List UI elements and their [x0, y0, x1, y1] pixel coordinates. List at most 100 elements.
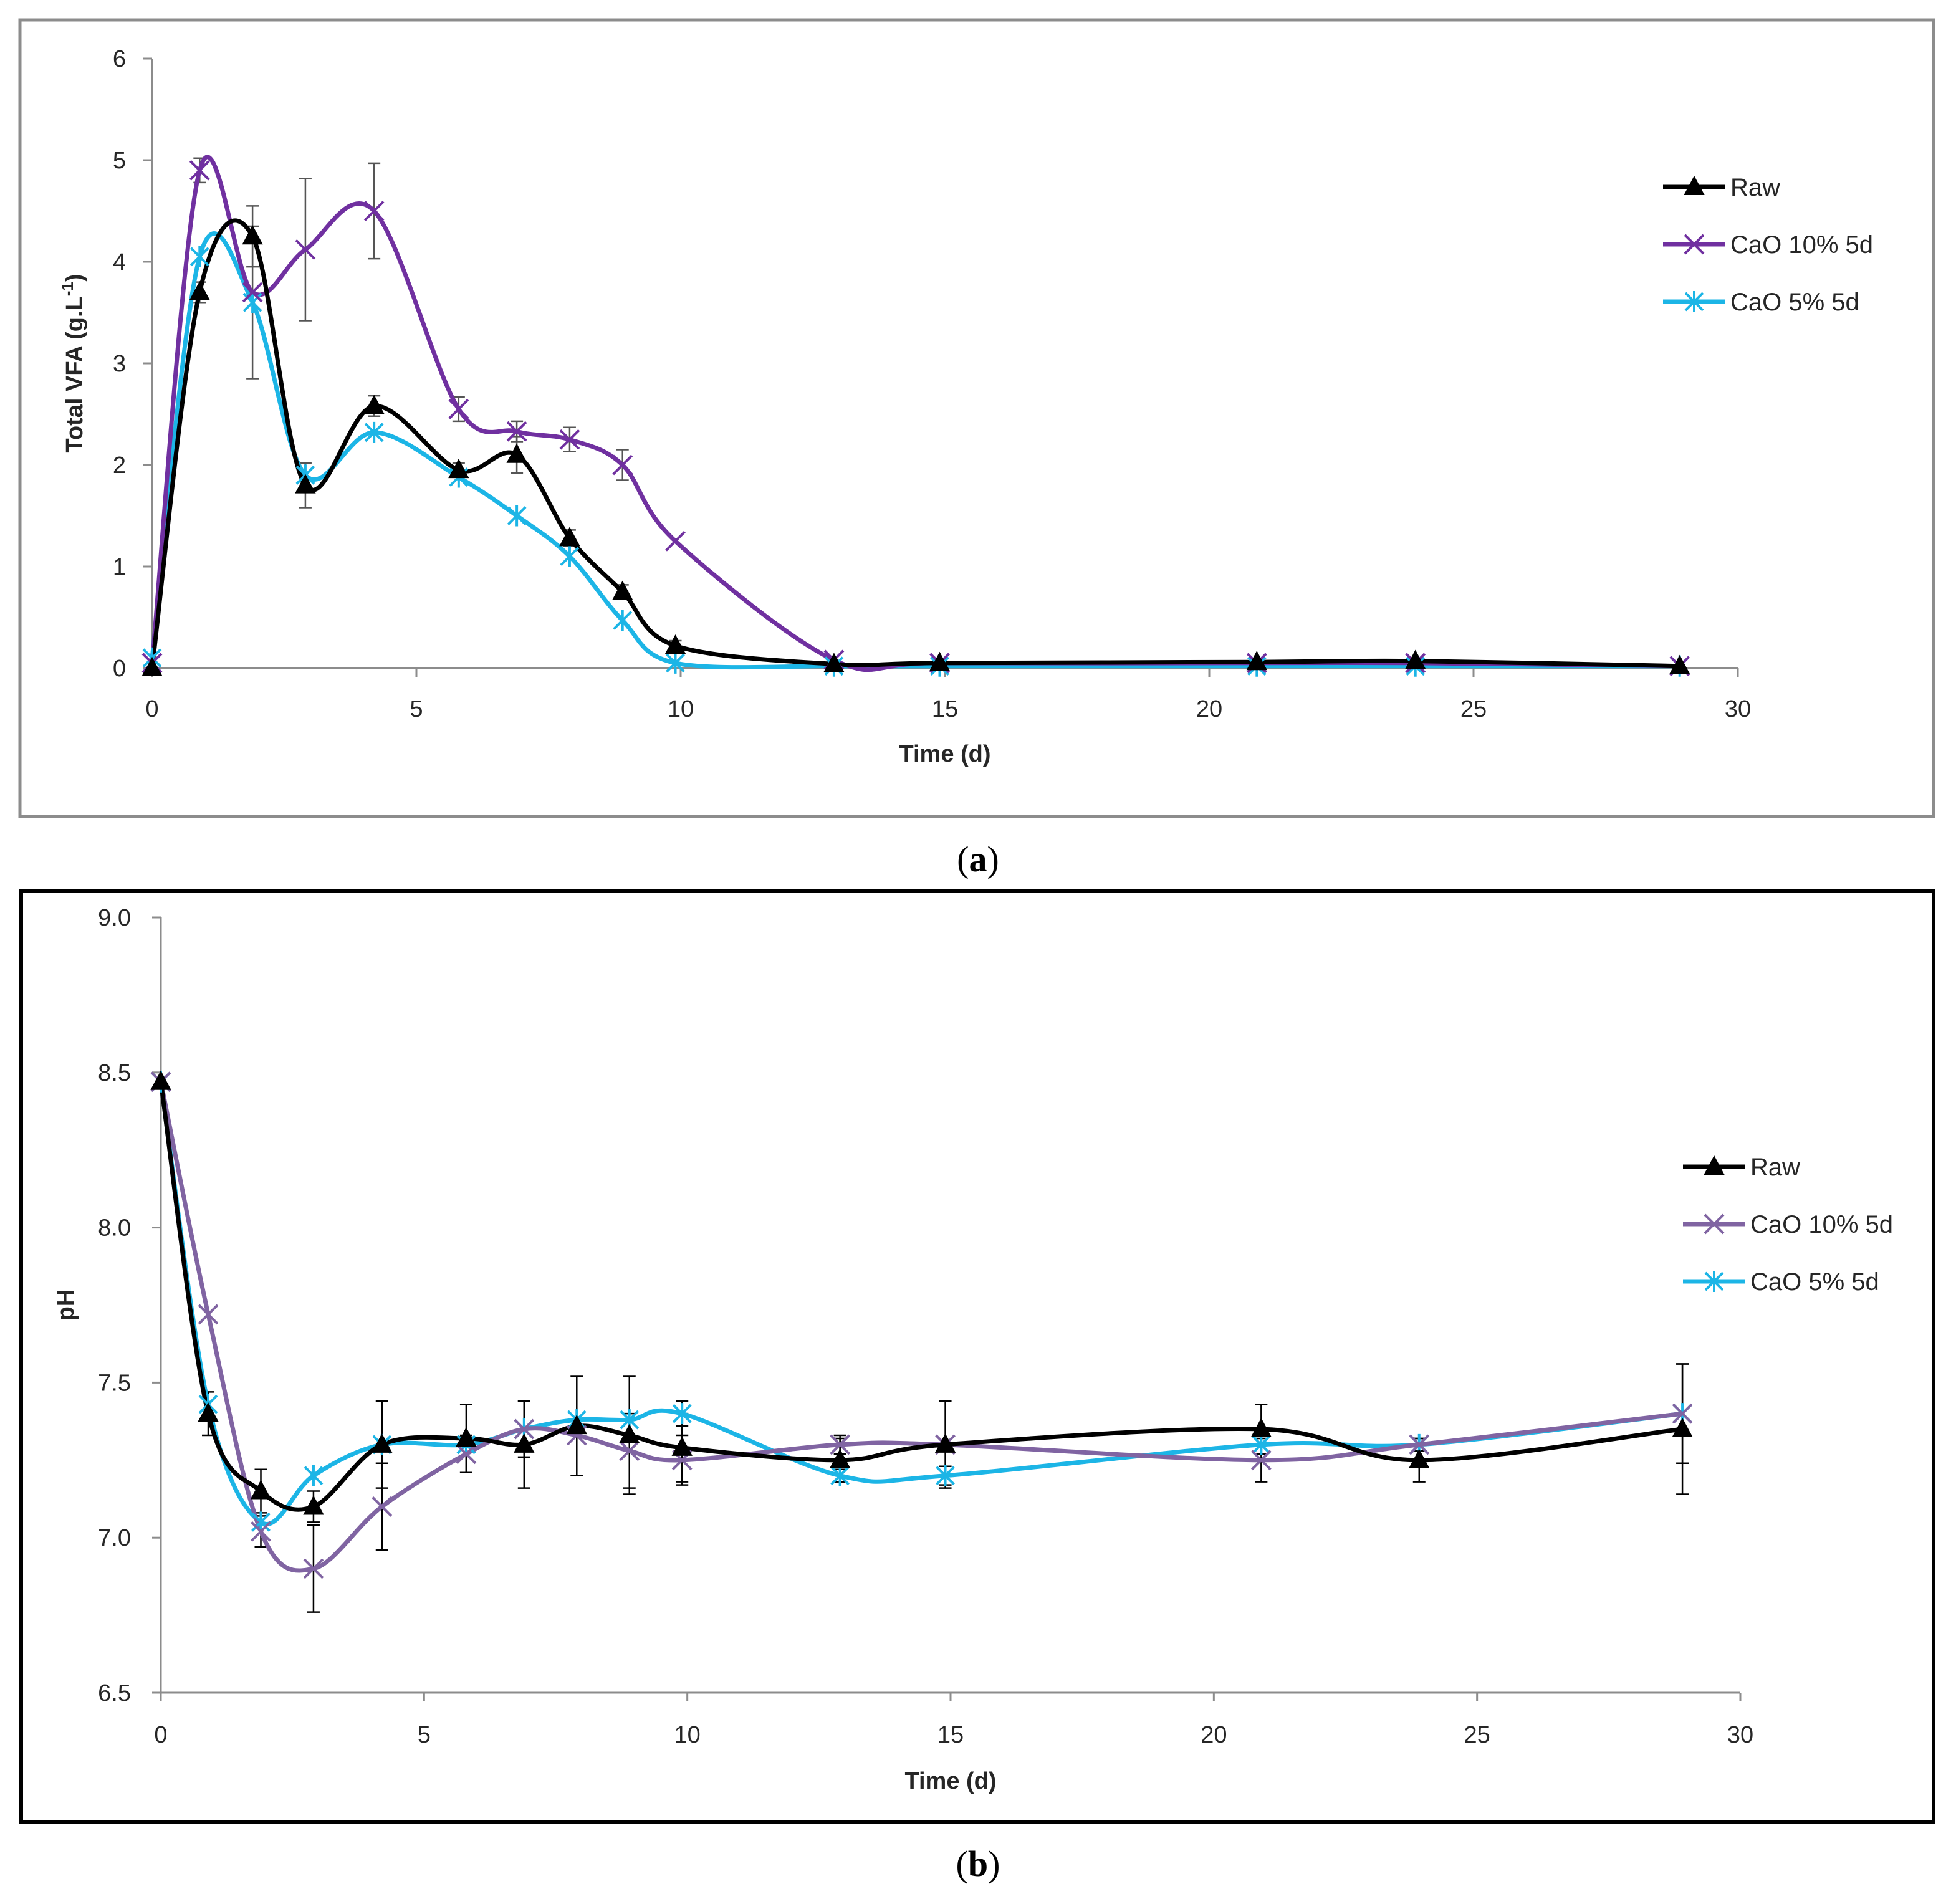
data-point — [929, 651, 951, 671]
legend-marker — [1704, 1271, 1724, 1292]
y-tick-label: 8.5 — [98, 1060, 131, 1086]
y-tick-label: 7.5 — [98, 1370, 131, 1396]
data-point — [141, 656, 163, 676]
data-point — [448, 398, 469, 419]
y-tick-label: 9.0 — [98, 905, 131, 931]
data-point — [198, 1304, 219, 1325]
data-point — [456, 1443, 477, 1465]
data-point — [189, 246, 209, 267]
panel-b-frame — [19, 889, 1935, 1824]
data-point — [251, 1521, 271, 1542]
data-point — [559, 429, 580, 450]
data-point — [560, 545, 580, 567]
data-point — [514, 1418, 535, 1440]
data-point — [372, 1433, 393, 1453]
data-point — [189, 280, 210, 300]
data-point — [250, 1480, 272, 1500]
panel-a-caption: (a) — [957, 839, 999, 879]
x-tick-label: 20 — [1201, 1722, 1227, 1748]
data-point — [506, 421, 527, 442]
data-point — [666, 652, 685, 674]
legend-item-cao-5-5d: CaO 5% 5d — [1683, 1268, 1879, 1296]
x-tick-label: 30 — [1725, 696, 1751, 722]
data-point — [1672, 1403, 1693, 1424]
data-point — [295, 474, 316, 494]
y-tick-label: 6.5 — [98, 1680, 131, 1706]
x-axis-title: Time (d) — [899, 741, 990, 767]
legend: Raw CaO 10% 5d CaO 5% 5d — [1683, 1154, 1893, 1296]
data-point — [934, 1433, 956, 1453]
legend-item-cao-10-5d: CaO 10% 5d — [1683, 1211, 1893, 1238]
data-point — [1250, 1450, 1272, 1471]
legend-marker — [1684, 175, 1705, 195]
x-tick-label: 15 — [937, 1722, 964, 1748]
data-point — [1246, 651, 1267, 671]
x-tick-label: 5 — [410, 696, 423, 722]
y-tick-label: 2 — [113, 452, 126, 479]
data-point — [613, 610, 633, 631]
legend-label: CaO 5% 5d — [1750, 1268, 1879, 1296]
data-point — [198, 1402, 219, 1422]
data-point — [1672, 1417, 1693, 1438]
data-point — [665, 530, 686, 552]
panel-a-chart: 0 1 2 3 4 5 6 0 5 10 15 20 25 30 Time (d) Total VFA (g.… — [58, 46, 1873, 767]
data-point — [1409, 1434, 1430, 1455]
x-tick-label: 15 — [932, 696, 958, 722]
series-points-raw — [141, 225, 1690, 676]
x-tick-label: 5 — [418, 1722, 431, 1748]
legend-item-cao-5-5d: CaO 5% 5d — [1663, 289, 1859, 316]
data-point — [672, 1403, 692, 1425]
x-tick-label: 0 — [154, 1722, 167, 1748]
data-point — [1250, 1417, 1272, 1438]
data-point — [303, 1495, 324, 1515]
data-point — [150, 1070, 171, 1090]
data-point — [295, 239, 316, 260]
x-tick-label: 20 — [1196, 696, 1222, 722]
data-point — [612, 580, 633, 600]
data-point — [363, 395, 385, 414]
data-point — [1409, 1448, 1430, 1468]
y-tick-label: 6 — [113, 46, 126, 72]
data-point — [251, 1511, 271, 1533]
legend-label: CaO 5% 5d — [1730, 289, 1859, 316]
data-point — [559, 527, 580, 547]
data-point — [242, 225, 263, 245]
series-points-raw — [150, 1070, 1693, 1515]
panel-b-caption: (b) — [956, 1844, 1000, 1884]
data-point — [189, 160, 210, 181]
data-point — [830, 1465, 850, 1486]
data-point — [664, 634, 686, 654]
data-point — [507, 505, 527, 527]
data-point — [456, 1427, 477, 1447]
y-tick-label: 4 — [113, 249, 126, 275]
legend: Raw CaO 10% 5d CaO 5% 5d — [1663, 174, 1873, 316]
panel-a-frame — [18, 18, 1935, 818]
data-point — [829, 1448, 851, 1468]
data-point — [1251, 1433, 1271, 1455]
y-axis-title: pH — [53, 1289, 79, 1321]
data-point — [242, 282, 263, 303]
data-point — [671, 1436, 693, 1456]
y-tick-label: 0 — [113, 656, 126, 682]
legend-marker — [1704, 1213, 1725, 1235]
data-point — [364, 421, 384, 443]
data-point — [303, 1558, 324, 1579]
legend-label: Raw — [1730, 174, 1780, 201]
x-axis-title: Time (d) — [904, 1768, 996, 1794]
x-tick-label: 10 — [674, 1722, 701, 1748]
legend-item-raw: Raw — [1663, 174, 1780, 201]
y-tick-label: 8.0 — [98, 1215, 131, 1241]
data-point — [448, 459, 469, 479]
data-point — [823, 653, 845, 672]
y-axis-title: Total VFA (g.L-1) — [58, 274, 88, 453]
x-tick-label: 30 — [1727, 1722, 1753, 1748]
x-tick-label: 25 — [1460, 696, 1487, 722]
legend-marker — [1684, 291, 1704, 312]
series-line-raw — [158, 1081, 1683, 1512]
data-point — [304, 1465, 324, 1486]
data-point — [506, 443, 527, 463]
data-point — [363, 201, 385, 221]
data-point — [936, 1465, 955, 1486]
legend-marker — [1684, 234, 1705, 255]
